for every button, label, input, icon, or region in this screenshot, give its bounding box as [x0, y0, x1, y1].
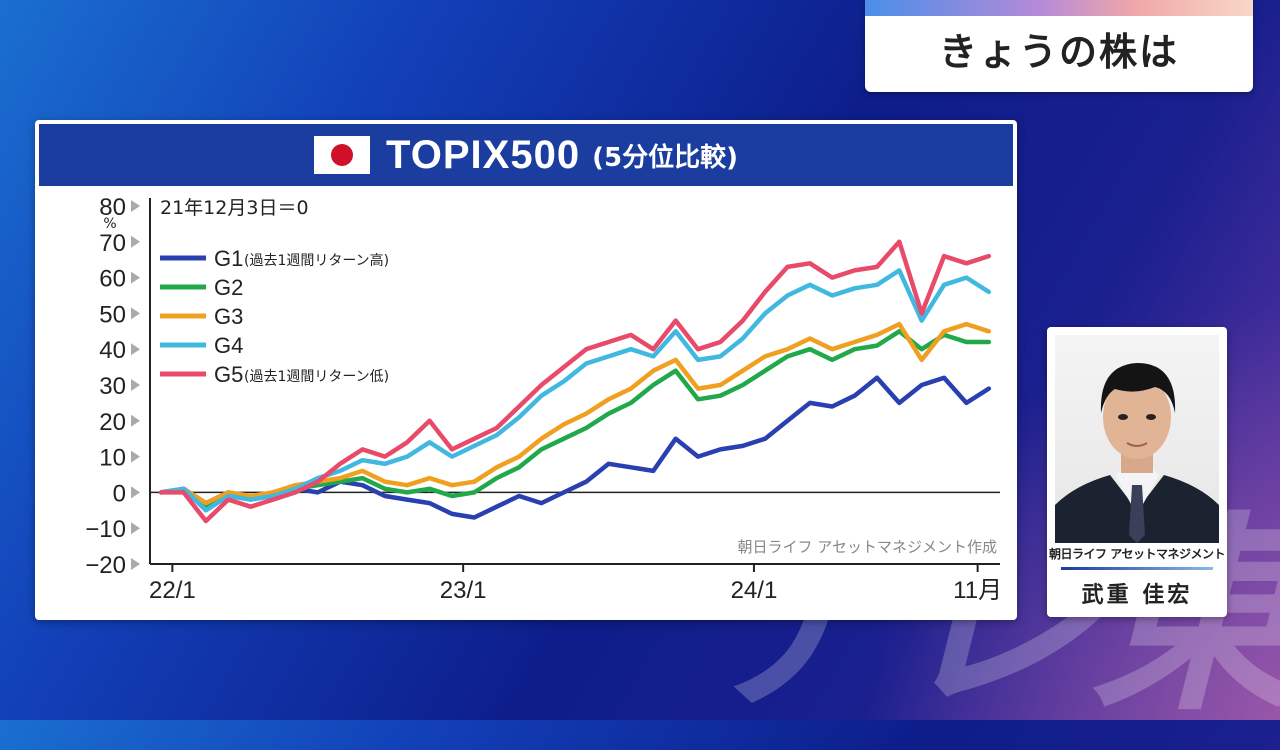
y-tick-label: 40 [99, 337, 126, 364]
y-tick-marker [131, 307, 140, 320]
y-tick-marker [131, 271, 140, 284]
y-tick-marker [131, 522, 140, 535]
y-tick-label: −10 [85, 516, 126, 543]
legend-label-g2: G2 [214, 275, 243, 300]
flag-sun [331, 144, 354, 166]
commentator-card: 朝日ライフ アセットマネジメント 武重 佳宏 [1047, 327, 1227, 617]
chart-header: TOPIX500 (5分位比較) [39, 124, 1013, 186]
legend-label-g1: G1 [214, 246, 243, 271]
series-line-g3 [158, 321, 992, 506]
chart-card: TOPIX500 (5分位比較) −20 −10 0 10 20 30 40 50 60 70 80… [35, 120, 1017, 620]
legend-label-g4: G4 [214, 333, 243, 358]
y-tick-label: 50 [99, 301, 126, 328]
person-name: 武重 佳宏 [1081, 583, 1193, 608]
chart-subtitle: (5分位比較) [592, 142, 738, 173]
japan-flag-icon [314, 136, 371, 174]
person-photo-illustration [1055, 363, 1219, 543]
legend-note-g1: (過去1週間リターン高) [244, 252, 389, 269]
y-tick-marker [131, 343, 140, 356]
segment-title: きょうの株は [938, 30, 1179, 74]
y-tick-marker [131, 486, 140, 499]
y-tick-label: −20 [85, 552, 126, 579]
legend-label-g3: G3 [214, 304, 243, 329]
x-tick-label: 11月 [953, 577, 1002, 604]
y-tick-marker [131, 379, 140, 391]
x-tick-label: 23/1 [440, 577, 487, 604]
base-date-note: 21年12月3日＝0 [160, 197, 309, 219]
y-tick-label: 80 [99, 194, 126, 221]
x-tick-label: 22/1 [149, 577, 196, 604]
y-tick-marker [131, 414, 140, 427]
segment-title-box: きょうの株は [865, 0, 1253, 92]
company-name: 朝日ライフ アセットマネジメント [1049, 547, 1225, 561]
source-note: 朝日ライフ アセットマネジメント作成 [738, 538, 997, 556]
y-tick-marker [131, 558, 140, 570]
y-tick-label: 20 [99, 409, 126, 436]
company-underline [1061, 567, 1213, 570]
title-stripe [865, 0, 1253, 16]
y-tick-label: 30 [99, 373, 126, 400]
person-photo [1055, 335, 1219, 543]
chart-title: TOPIX500 [386, 132, 581, 177]
y-tick-label: 0 [113, 480, 126, 507]
series-line-g4 [158, 268, 992, 513]
y-tick-marker [131, 200, 140, 212]
y-tick-marker [131, 450, 140, 463]
series-line-g5 [158, 239, 992, 524]
y-unit-label: % [103, 216, 116, 232]
legend-label-g5: G5 [214, 362, 243, 387]
y-tick-marker [131, 235, 140, 248]
y-tick-label: 60 [99, 266, 126, 293]
y-tick-label: 10 [99, 445, 126, 472]
y-tick-label: 70 [99, 230, 126, 257]
x-tick-label: 24/1 [731, 577, 778, 604]
legend-note-g5: (過去1週間リターン低) [244, 369, 389, 385]
line-chart: −20 −10 0 10 20 30 40 50 60 70 80% 22/1 23/1 24/1 11月 2… [85, 194, 1002, 604]
